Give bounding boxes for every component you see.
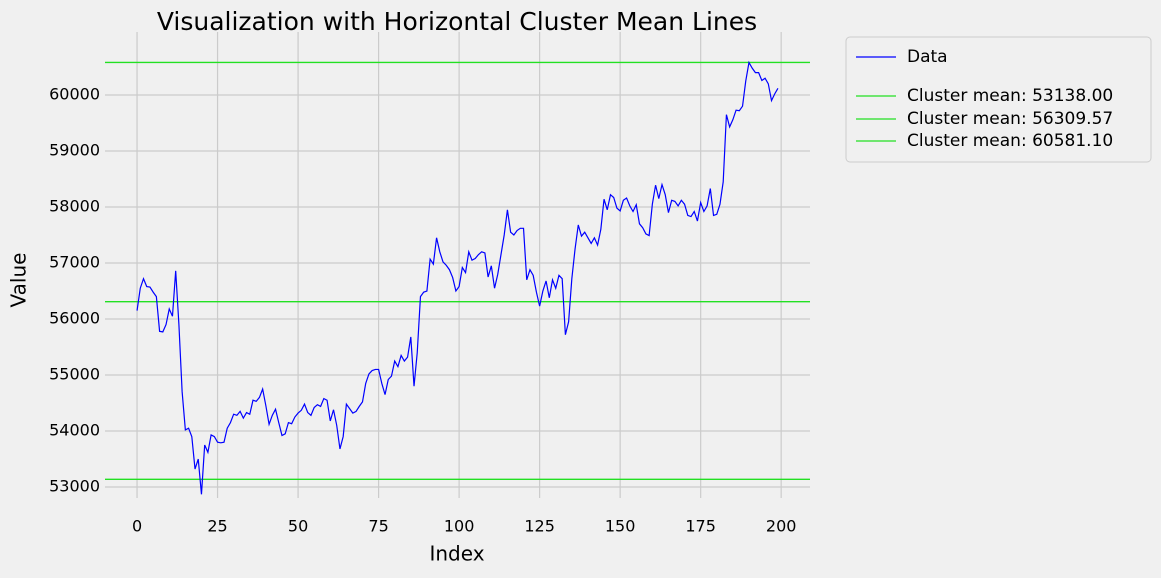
y-tick-label: 56000 [49,309,100,328]
y-tick-label: 58000 [49,197,100,216]
data-line [136,60,779,495]
x-tick-label: 25 [207,517,227,536]
legend-label: Cluster mean: 60581.10 [907,131,1113,151]
y-tick-label: 60000 [49,85,100,104]
legend-label: Data [907,47,948,67]
x-tick-label: 200 [766,517,797,536]
x-axis-label: Index [429,542,484,566]
x-tick-label: 150 [605,517,636,536]
legend-label: Cluster mean: 53138.00 [907,86,1113,106]
y-tick-label: 55000 [49,365,100,384]
x-tick-label: 100 [444,517,475,536]
legend-box [845,36,1152,163]
x-tick-label: 125 [524,517,555,536]
x-tick-label: 50 [288,517,308,536]
y-axis-label: Value [7,253,31,308]
x-tick-label: 175 [685,517,716,536]
y-tick-label: 59000 [49,141,100,160]
y-tick-label: 54000 [49,421,100,440]
chart-title: Visualization with Horizontal Cluster Me… [157,7,757,36]
y-tick-label: 57000 [49,253,100,272]
legend-label: Cluster mean: 56309.57 [907,109,1113,129]
y-tick-label: 53000 [49,477,100,496]
x-tick-label: 0 [132,517,142,536]
x-tick-label: 75 [368,517,388,536]
